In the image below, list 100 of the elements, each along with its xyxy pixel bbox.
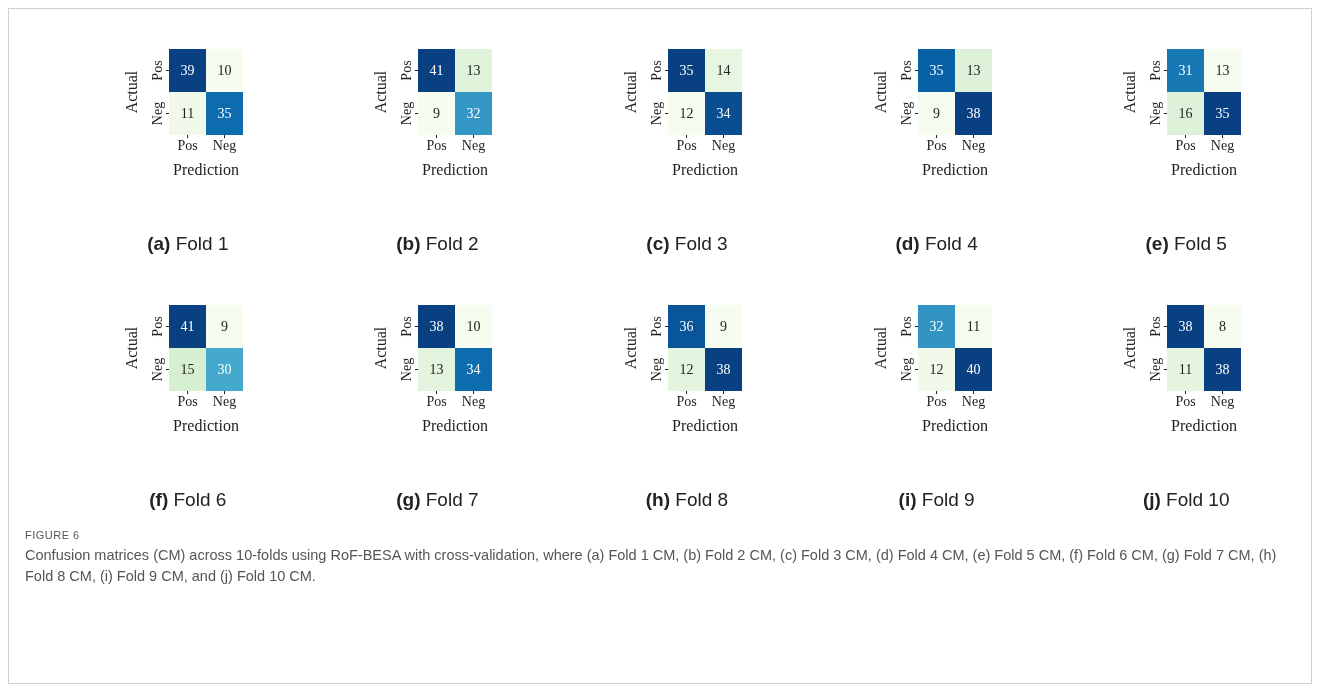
- y-tick-label: Neg: [648, 357, 664, 382]
- text: (a) Fold 1: [146, 233, 230, 255]
- y-tick-label: Pos: [399, 60, 415, 81]
- x-axis-title: Prediction: [422, 161, 489, 178]
- data-label: 36: [679, 319, 694, 335]
- y-axis-title: Actual: [621, 70, 639, 114]
- y-axis-title: Actual: [372, 326, 390, 370]
- text: (i) Fold 9: [897, 489, 976, 511]
- x-tick-label: Neg: [212, 393, 236, 409]
- data-label: 8: [1219, 319, 1227, 335]
- x-tick-label: Pos: [177, 137, 198, 153]
- text: (f) Fold 6: [148, 489, 228, 511]
- data-label: 10: [217, 63, 232, 79]
- x-tick-label: Neg: [212, 137, 236, 153]
- data-label: 34: [466, 362, 481, 378]
- data-label: 16: [1178, 106, 1193, 122]
- data-label: 9: [719, 319, 727, 335]
- x-tick-label: Pos: [1175, 393, 1196, 409]
- y-axis-title: Actual: [871, 70, 889, 114]
- data-label: 12: [929, 362, 944, 378]
- y-axis-title: Actual: [122, 326, 140, 370]
- data-label: 41: [180, 319, 195, 335]
- text: (d) Fold 4: [894, 233, 979, 255]
- caption: FIGURE 6: [25, 529, 81, 541]
- data-label: 10: [466, 319, 481, 335]
- x-tick-label: Pos: [426, 393, 448, 409]
- data-label: 11: [180, 106, 195, 122]
- y-tick-label: Neg: [1148, 101, 1164, 126]
- data-label: 14: [716, 63, 731, 79]
- data-label: 13: [466, 63, 481, 79]
- x-tick-label: Neg: [462, 393, 486, 409]
- y-axis-title: Actual: [871, 326, 889, 370]
- text: (j) Fold 10: [1141, 489, 1231, 511]
- text: (h) Fold 8: [644, 489, 730, 511]
- y-tick-label: Neg: [149, 101, 165, 126]
- y-tick-label: Neg: [149, 357, 165, 382]
- data-label: 32: [466, 106, 481, 122]
- data-label: 40: [966, 362, 981, 378]
- y-tick-label: Neg: [399, 101, 415, 126]
- data-label: 32: [929, 319, 944, 335]
- data-label: 35: [929, 63, 944, 79]
- x-axis-title: Prediction: [921, 417, 988, 434]
- data-label: 38: [429, 319, 444, 335]
- y-tick-label: Pos: [1148, 316, 1164, 337]
- y-tick-label: Pos: [648, 316, 664, 337]
- y-axis-title: Actual: [621, 326, 639, 370]
- x-tick-label: Neg: [961, 393, 985, 409]
- y-axis-title: Actual: [372, 70, 390, 114]
- x-axis-title: Prediction: [672, 417, 738, 434]
- y-tick-label: Pos: [648, 60, 664, 81]
- data-label: 38: [1215, 362, 1230, 378]
- x-axis-title: Prediction: [422, 417, 489, 434]
- text: (b) Fold 2: [395, 233, 480, 255]
- data-label: 38: [716, 362, 731, 378]
- y-tick-label: Pos: [399, 316, 415, 337]
- text: (g) Fold 7: [395, 489, 480, 511]
- x-tick-label: Neg: [1211, 393, 1235, 409]
- y-tick-label: Pos: [1148, 60, 1164, 81]
- y-axis-title: Actual: [1120, 70, 1138, 114]
- data-label: 39: [180, 63, 195, 79]
- text: (c) Fold 3: [645, 233, 729, 255]
- y-tick-label: Neg: [898, 101, 914, 126]
- x-axis-title: Prediction: [921, 161, 988, 178]
- data-label: 13: [966, 63, 981, 79]
- y-tick-label: Neg: [399, 357, 415, 382]
- data-label: 35: [679, 63, 694, 79]
- data-label: 35: [1215, 106, 1230, 122]
- x-tick-label: Pos: [925, 393, 947, 409]
- data-label: 35: [217, 106, 232, 122]
- data-label: 9: [433, 106, 441, 122]
- x-axis-title: Prediction: [672, 161, 738, 178]
- x-axis-title: Prediction: [1171, 417, 1238, 434]
- y-tick-label: Pos: [898, 60, 914, 81]
- data-label: 11: [966, 319, 980, 335]
- text: (e) Fold 5: [1144, 233, 1228, 255]
- x-axis-title: Prediction: [172, 417, 239, 434]
- data-label: 15: [180, 362, 195, 378]
- x-tick-label: Neg: [1211, 137, 1235, 153]
- x-tick-label: Pos: [676, 137, 697, 153]
- x-tick-label: Pos: [676, 393, 697, 409]
- data-label: 38: [966, 106, 981, 122]
- y-axis-title: Actual: [1120, 326, 1138, 370]
- data-label: 13: [1215, 63, 1230, 79]
- data-label: 11: [1178, 362, 1193, 378]
- y-tick-label: Neg: [648, 101, 664, 126]
- x-tick-label: Neg: [711, 393, 736, 409]
- x-axis-title: Prediction: [172, 161, 239, 178]
- data-label: 12: [679, 106, 694, 122]
- x-tick-label: Neg: [961, 137, 985, 153]
- data-label: 41: [429, 63, 444, 79]
- data-label: 34: [716, 106, 731, 122]
- y-tick-label: Pos: [149, 60, 165, 81]
- y-tick-label: Pos: [149, 316, 165, 337]
- y-tick-label: Neg: [1148, 357, 1164, 382]
- data-label: 38: [1178, 319, 1193, 335]
- text: Confusion matrices (CM) across 10-folds using RoF-BESA with cross-validation, where (a) Fold 1 CM, (b) Fold 2 CM, (c) Fold 3 CM, (d) Fold 4 CM, (e) Fold 5 CM, (f) Fold 6 CM, (g) Fold 7 CM, (h) Fold 8 CM, (i) Fold 9 CM, and (j) Fold 10 CM.: [25, 546, 1278, 586]
- x-tick-label: Neg: [462, 137, 486, 153]
- data-label: 9: [932, 106, 940, 122]
- data-label: 13: [429, 362, 444, 378]
- data-label: 9: [220, 319, 228, 335]
